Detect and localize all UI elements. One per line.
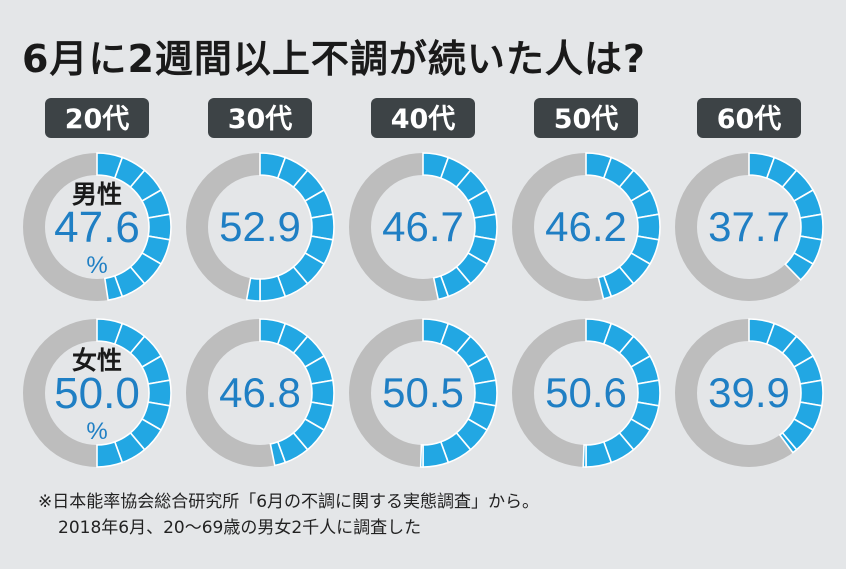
source-note: ※日本能率協会総合研究所「6月の不調に関する実態調査」から。 2018年6月、2… (38, 489, 539, 541)
donut-slice-segment (96, 440, 124, 468)
donut-value: 37.7 (708, 203, 790, 250)
age-label-box (697, 98, 801, 138)
age-label: 50代 (554, 104, 619, 135)
age-label-box (371, 98, 475, 138)
donut-slice-segment (103, 274, 124, 302)
unit-label: % (86, 252, 107, 279)
age-label: 60代 (717, 104, 782, 135)
page-title: 6月に2週間以上不調が続いた人は? (22, 37, 646, 81)
series-label: 女性 (72, 346, 122, 375)
source-note-line2: 2018年6月、20〜69歳の男女2千人に調査した (58, 518, 422, 538)
age-label: 20代 (65, 104, 130, 135)
donut-slice-segment (245, 277, 261, 302)
age-label-box (534, 98, 638, 138)
age-label-box (208, 98, 312, 138)
donut-slice-segment (419, 444, 424, 468)
donut-slice-segment (269, 440, 287, 467)
donut-value: 39.9 (708, 369, 790, 416)
donut-value: 50.5 (382, 369, 464, 416)
donut-value: 47.6 (54, 203, 140, 252)
source-note-line1: ※日本能率協会総合研究所「6月の不調に関する実態調査」から。 (38, 492, 540, 512)
donut-value: 50.6 (545, 369, 627, 416)
unit-label: % (86, 418, 107, 445)
donut-value: 46.7 (382, 203, 464, 250)
donut-slice-segment (432, 274, 450, 301)
donut-value: 50.0 (54, 369, 140, 418)
age-label: 40代 (391, 104, 456, 135)
donut-slice-segment (784, 251, 815, 282)
donut-slice-segment (778, 431, 798, 454)
donut-slice-segment (597, 274, 613, 300)
age-label: 30代 (228, 104, 293, 135)
donut-value: 46.8 (219, 369, 301, 416)
donut-slice-segment (582, 444, 587, 468)
donut-value: 46.2 (545, 203, 627, 250)
donut-value: 52.9 (219, 203, 301, 250)
age-label-box (45, 98, 149, 138)
series-label: 男性 (72, 180, 122, 209)
